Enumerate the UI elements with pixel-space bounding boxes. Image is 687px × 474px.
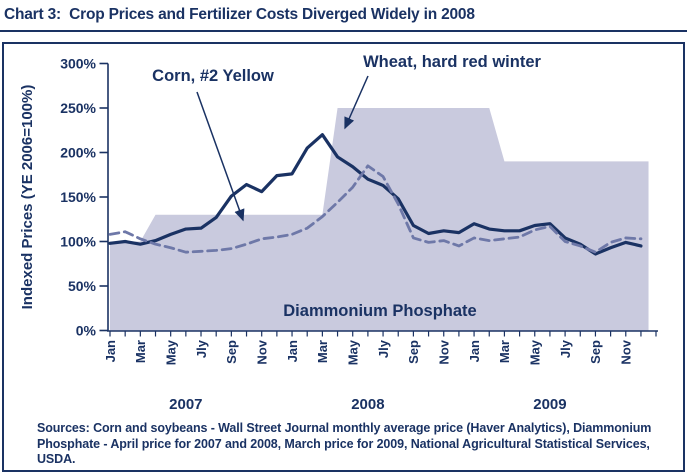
- sources-line: USDA.: [37, 452, 76, 466]
- sources-line: Sources: Corn and soybeans - Wall Street…: [37, 421, 652, 435]
- chart-frame: Sources: Corn and soybeans - Wall Street…: [2, 42, 685, 472]
- sources-note: Sources: Corn and soybeans - Wall Street…: [37, 421, 667, 468]
- sources-line: Phosphate - April price for 2007 and 200…: [37, 436, 650, 451]
- title-divider: [0, 30, 687, 32]
- chart-title: Chart 3: Crop Prices and Fertilizer Cost…: [4, 6, 475, 23]
